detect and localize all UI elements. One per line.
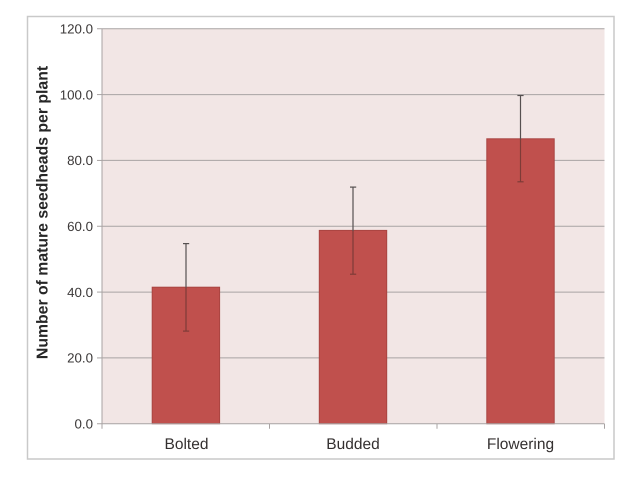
svg-text:60.0: 60.0 — [67, 219, 93, 234]
svg-text:120.0: 120.0 — [60, 22, 93, 37]
svg-text:100.0: 100.0 — [60, 87, 93, 102]
svg-text:Flowering: Flowering — [487, 436, 554, 453]
svg-text:Bolted: Bolted — [165, 436, 209, 453]
svg-text:Number of mature seedheads per: Number of mature seedheads per plant — [35, 65, 52, 359]
svg-text:20.0: 20.0 — [67, 351, 93, 366]
svg-text:Budded: Budded — [326, 436, 379, 453]
svg-text:40.0: 40.0 — [67, 285, 93, 300]
svg-text:0.0: 0.0 — [75, 417, 94, 432]
svg-text:80.0: 80.0 — [67, 153, 93, 168]
